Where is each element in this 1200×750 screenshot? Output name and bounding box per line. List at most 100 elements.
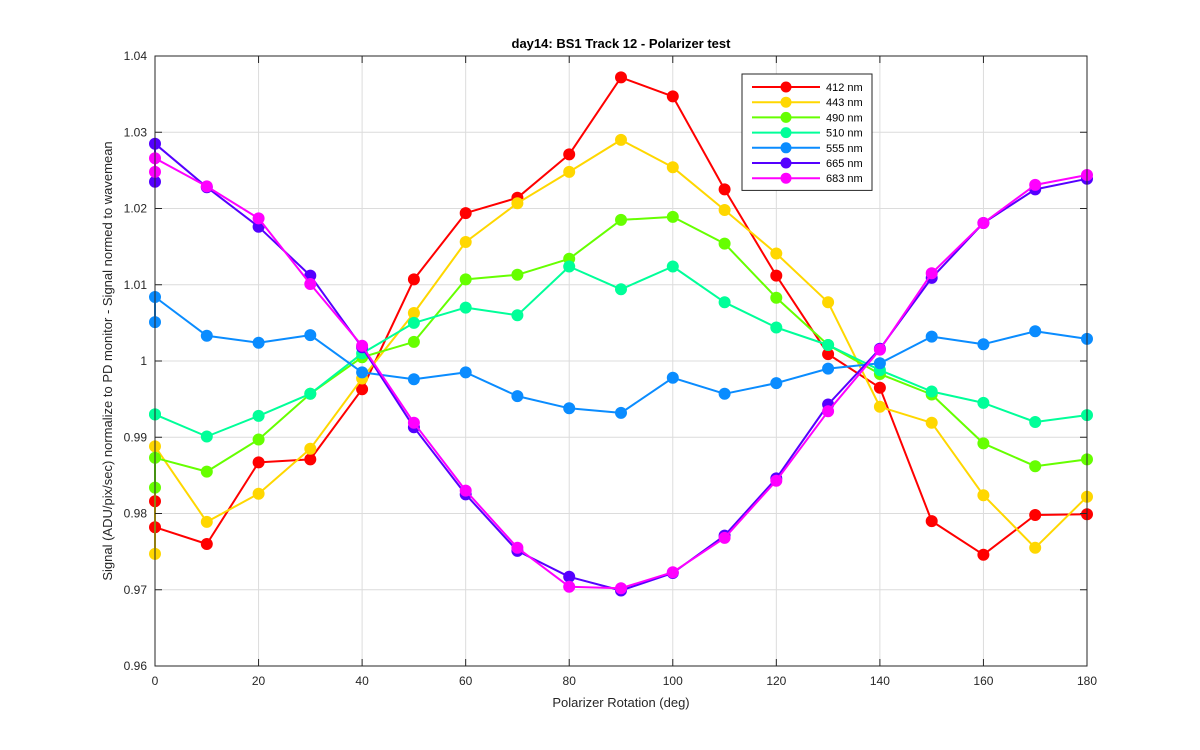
data-point <box>304 278 317 290</box>
legend-label: 510 nm <box>826 128 863 140</box>
y-tick-label: 1 <box>140 354 147 368</box>
data-point <box>459 236 472 248</box>
data-point <box>252 433 265 446</box>
data-point <box>718 387 731 400</box>
data-point <box>459 207 472 220</box>
series-line <box>154 157 1088 590</box>
data-point <box>925 385 938 398</box>
data-point <box>459 301 472 314</box>
data-point <box>200 329 213 342</box>
data-point <box>977 489 990 502</box>
data-point <box>511 197 524 210</box>
data-point <box>666 161 679 174</box>
data-point <box>718 183 731 196</box>
data-point <box>925 330 938 343</box>
y-tick-label: 0.97 <box>124 583 148 597</box>
x-tick-label: 160 <box>973 674 993 688</box>
data-point <box>511 390 524 403</box>
data-point <box>304 442 317 455</box>
data-point <box>563 165 576 178</box>
y-tick-label: 1.02 <box>124 202 148 216</box>
data-point <box>407 307 420 319</box>
data-point <box>770 377 783 390</box>
data-point <box>1029 541 1042 554</box>
x-tick-label: 140 <box>870 674 890 688</box>
data-point <box>511 268 524 281</box>
data-point <box>200 180 213 193</box>
x-tick-label: 60 <box>459 674 473 688</box>
data-point <box>356 366 369 379</box>
data-point <box>718 237 731 250</box>
data-point <box>1029 325 1042 338</box>
data-point <box>563 580 576 593</box>
legend-label: 443 nm <box>826 97 863 109</box>
y-tick-label: 0.99 <box>124 430 148 444</box>
data-point <box>977 437 990 450</box>
data-point <box>718 296 731 309</box>
x-tick-label: 20 <box>252 674 266 688</box>
data-point <box>304 329 317 342</box>
legend-swatch-marker <box>780 111 792 123</box>
data-point <box>770 291 783 304</box>
data-point <box>407 373 420 386</box>
data-point <box>563 148 576 161</box>
legend-swatch-marker <box>780 127 792 139</box>
data-point <box>925 416 938 429</box>
data-point <box>200 465 213 478</box>
data-point <box>1029 178 1042 191</box>
data-point <box>873 357 886 370</box>
legend-item: 412 nm <box>752 81 863 94</box>
legend-swatch-marker <box>780 96 792 108</box>
data-point <box>459 273 472 286</box>
data-point <box>407 335 420 348</box>
chart-title: day14: BS1 Track 12 - Polarizer test <box>512 36 732 51</box>
y-tick-label: 1.04 <box>124 49 148 63</box>
x-tick-label: 40 <box>355 674 369 688</box>
data-point <box>252 409 265 422</box>
data-point <box>563 570 576 583</box>
data-point <box>407 316 420 329</box>
data-point <box>563 402 576 415</box>
data-point <box>1029 416 1042 428</box>
x-tick-label: 0 <box>152 674 159 688</box>
data-point <box>252 487 265 500</box>
legend-label: 555 nm <box>826 143 863 155</box>
axis-ticks: 0 20 40 60 80 100 120 140 160 180 0.96 0.97 0.98 0.99… <box>124 49 1098 688</box>
data-point <box>873 343 886 356</box>
data-point <box>977 548 990 561</box>
data-point <box>666 90 679 103</box>
data-point <box>977 396 990 409</box>
data-point <box>718 204 731 216</box>
data-point <box>615 283 627 296</box>
data-point <box>252 456 265 469</box>
data-point <box>925 267 938 280</box>
data-point <box>511 309 524 322</box>
data-point <box>822 339 835 351</box>
data-point <box>304 387 317 400</box>
legend-item: 510 nm <box>752 127 863 140</box>
data-point <box>615 406 627 419</box>
legend: 412 nm 443 nm 490 nm 510 nm 555 nm 665 nm 683 … <box>741 73 873 191</box>
data-point <box>252 336 265 349</box>
data-point <box>1029 460 1042 473</box>
data-point <box>822 362 835 375</box>
x-tick-label: 80 <box>563 674 577 688</box>
legend-swatch-marker <box>780 142 792 154</box>
data-point <box>666 210 679 223</box>
data-point <box>666 566 679 579</box>
legend-label: 490 nm <box>826 112 863 124</box>
legend-item: 443 nm <box>752 96 863 109</box>
series-443-nm <box>149 133 1093 560</box>
legend-item: 665 nm <box>752 157 863 170</box>
legend-swatch-marker <box>780 172 792 184</box>
data-point <box>822 296 835 309</box>
legend-item: 555 nm <box>752 142 863 155</box>
data-point <box>822 405 835 418</box>
y-tick-label: 0.98 <box>124 507 148 521</box>
legend-swatch-marker <box>780 157 792 169</box>
y-tick-label: 1.03 <box>124 125 148 139</box>
data-point <box>925 515 938 528</box>
data-point <box>666 260 679 273</box>
data-point <box>718 531 731 544</box>
